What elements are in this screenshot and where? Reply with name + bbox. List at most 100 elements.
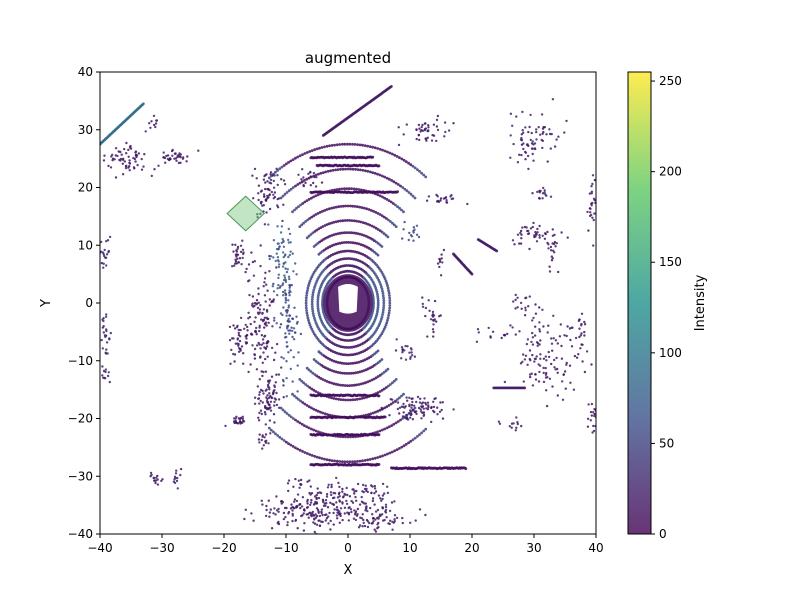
scan-point (452, 408, 455, 411)
scan-point (185, 160, 188, 163)
scan-point (274, 259, 277, 263)
scan-point (285, 395, 288, 398)
scan-point (404, 405, 407, 408)
scan-point (265, 308, 269, 312)
scan-point (312, 288, 316, 292)
scan-point (534, 357, 537, 361)
scan-point (374, 490, 378, 493)
scan-point (419, 408, 422, 411)
scan-point (360, 233, 364, 237)
scan-point (234, 243, 237, 246)
scan-point (258, 433, 261, 436)
scan-point (329, 501, 332, 504)
scan-point (122, 157, 125, 160)
scan-point (358, 524, 362, 527)
scan-point (413, 228, 416, 231)
scan-point (404, 358, 408, 361)
scan-point (264, 187, 267, 191)
point-cluster (149, 471, 164, 486)
scan-point (528, 373, 532, 376)
scan-point (350, 187, 353, 191)
scan-point (266, 355, 269, 358)
scan-point (440, 257, 443, 260)
scan-point (447, 129, 451, 132)
scan-point (257, 287, 260, 290)
scan-point (280, 165, 284, 169)
scan-point (359, 382, 363, 386)
scan-point (411, 194, 415, 198)
scan-point (532, 221, 535, 225)
scan-point (155, 119, 159, 122)
scan-point (341, 231, 344, 235)
scan-point (176, 487, 179, 490)
scan-point (391, 221, 394, 225)
scan-point (307, 172, 310, 175)
scan-point (358, 503, 362, 506)
scan-point (251, 302, 254, 305)
scan-point (303, 522, 306, 525)
scan-point (313, 316, 316, 320)
scan-point (519, 362, 523, 365)
scan-point (431, 313, 435, 316)
scan-point (383, 277, 387, 281)
scan-point (372, 377, 376, 381)
scan-point (543, 189, 546, 192)
scan-point (291, 512, 294, 516)
x-axis-label: X (344, 563, 353, 578)
point-cluster (497, 416, 523, 432)
scan-point (368, 458, 372, 461)
scan-point (291, 519, 294, 523)
scan-point (323, 224, 327, 227)
scan-point (367, 367, 370, 371)
scan-point (376, 297, 380, 300)
scan-point (385, 516, 388, 519)
scan-point (314, 194, 318, 198)
scan-point (332, 382, 336, 386)
scan-point (583, 334, 586, 337)
scan-point (391, 401, 395, 404)
scan-point (489, 335, 492, 338)
scan-point (285, 341, 288, 344)
scan-point (228, 339, 232, 342)
scan-point (256, 385, 259, 388)
scan-point (312, 428, 316, 432)
scan-point (401, 415, 405, 418)
scan-point (319, 491, 323, 495)
scan-point (556, 371, 559, 374)
scan-point (509, 156, 512, 159)
scan-point (264, 271, 267, 274)
scan-point (284, 296, 287, 300)
scan-point (304, 181, 307, 185)
scan-point (586, 417, 590, 420)
scan-point (345, 502, 349, 506)
scan-point (295, 396, 298, 400)
scan-point (307, 318, 310, 322)
scan-point (427, 195, 431, 198)
scan-point (363, 144, 367, 148)
scan-point (390, 501, 394, 504)
scan-point (149, 126, 152, 129)
scan-point (407, 161, 410, 165)
scan-point (338, 231, 342, 235)
scan-point (318, 315, 322, 319)
scan-point (335, 459, 339, 463)
scan-point (531, 343, 535, 346)
scan-point (307, 405, 311, 409)
scan-point (380, 174, 384, 178)
scan-point (376, 299, 380, 303)
scan-point (500, 336, 503, 340)
scan-point (411, 438, 415, 442)
scan-point (587, 403, 590, 406)
scan-ring (310, 257, 386, 349)
scan-point (257, 341, 260, 345)
scan-point (318, 519, 321, 522)
scan-point (544, 355, 547, 358)
scan-point (148, 122, 151, 125)
scan-point (244, 341, 248, 344)
scan-point (569, 381, 572, 384)
scan-point (155, 476, 158, 479)
scan-point (356, 168, 360, 172)
scan-point (276, 256, 280, 259)
scan-point (277, 265, 281, 269)
scan-point (312, 388, 316, 392)
